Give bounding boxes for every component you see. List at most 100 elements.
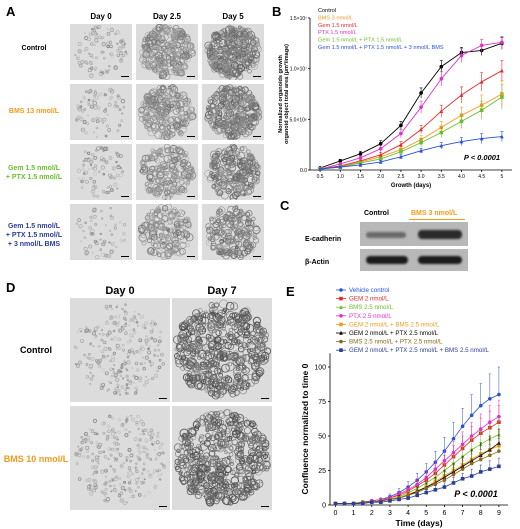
chart-e-point-7: [388, 499, 392, 503]
chart-b-ylabel-line: Normalized organoids growth: [278, 55, 284, 133]
panel-a-col-day5: Day 5: [222, 12, 244, 21]
scale-bar: [253, 255, 261, 257]
chart-e-point-7: [424, 490, 429, 495]
chart-b-point-4: [479, 108, 484, 113]
scale-bar: [159, 397, 167, 399]
chart-b-line-5: [320, 136, 502, 170]
chart-b-xtick-label: 2.5: [397, 174, 404, 180]
chart-b-xtick-label: 0.5: [317, 174, 324, 180]
micrograph-d-r2-c2: [172, 406, 272, 510]
scale-bar: [261, 397, 269, 399]
micrograph-d-r1-c2: [172, 298, 272, 402]
chart-e-point-3: [433, 467, 438, 471]
micrograph-a-r1-c2: [136, 24, 198, 80]
chart-b-point-3: [459, 53, 464, 58]
chart-b-xtick-label: 4.5: [478, 174, 485, 180]
chart-b-line-4: [320, 96, 503, 170]
scale-bar: [261, 505, 269, 507]
chart-e-point-7: [397, 497, 401, 502]
chart-e-point-6: [451, 472, 456, 477]
blot-lane-bms: BMS 3 nmol/L: [411, 210, 458, 217]
chart-b-line-0: [319, 42, 503, 169]
chart-b-point-5: [459, 139, 464, 144]
micrograph-a-r1-c3: [202, 24, 264, 80]
chart-e-point-3: [451, 450, 456, 455]
chart-e-xtick-label: 0: [333, 510, 337, 517]
panel-e-confluence-chart: 0 25 50 75 100 0 1 2 3 4 5 6 7 8 9 Time (days) Confluenc…: [300, 287, 508, 528]
chart-e-point-3: [488, 420, 492, 424]
scale-bar: [187, 255, 195, 257]
chart-e-point-7: [333, 501, 338, 506]
panel-b-growth-chart: 0.0 5.0×10⁶ 1.0×10⁷ 1.5×10⁷ 0.5 1.0 1.5 2.0 2.5 3…: [278, 8, 512, 189]
chart-e-legend-5: GEM 2 nmol/L + PTX 2.5 nmol/L: [349, 330, 439, 337]
chart-e-point-6: [497, 449, 501, 453]
chart-e-legend-marker-1: [339, 296, 343, 301]
chart-b-ylabel-line: organoid object total area (μm²/image): [283, 44, 290, 144]
micrograph-a-r2-c3: [202, 84, 264, 140]
chart-e-point-7: [415, 493, 419, 498]
chart-b-point-4: [500, 95, 504, 99]
chart-e-point-7: [442, 485, 447, 489]
chart-e-xtick-label: 3: [388, 510, 392, 517]
chart-e-ytick-label: 25: [318, 468, 326, 475]
chart-b-legend-0: Control: [318, 8, 336, 14]
chart-e-point-6: [478, 457, 483, 462]
chart-b-ylabel: Normalized organoids growth organoid obje…: [278, 44, 290, 144]
chart-b-legend-5: Gem 1.5 nmol/L + PTX 1.5 nmol/L + 3 nmol…: [318, 45, 444, 51]
chart-e-point-7: [478, 470, 483, 474]
chart-b-point-5: [338, 164, 343, 169]
chart-b-point-5: [399, 154, 403, 159]
chart-b-xtick-label: 4.0: [458, 174, 465, 180]
chart-e-point-0: [469, 413, 474, 418]
chart-e-xtick-label: 7: [461, 510, 465, 517]
chart-e-point-6: [469, 461, 474, 466]
band-ecadherin-bms: [418, 230, 462, 239]
chart-e-legend-6: BMS 2.5 nmol/L + PTX 2.5 nmol/L: [349, 339, 443, 346]
chart-e-xtick-label: 4: [406, 510, 410, 517]
chart-b-ytick-label: 0.0: [300, 168, 307, 174]
chart-b-point-0: [399, 123, 403, 128]
chart-e-point-6: [424, 486, 429, 491]
chart-b-xtick-label: 1.5: [357, 174, 364, 180]
chart-b-point-5: [358, 162, 363, 167]
chart-b-point-2: [378, 152, 383, 157]
chart-e-legend-marker-6: [339, 339, 343, 344]
chart-e-xtick-label: 8: [479, 510, 483, 517]
chart-e-legend-marker-3: [339, 314, 343, 318]
chart-e-legend-7: GEM 2 nmol/L + PTX 2.5 nmol/L + BMS 2.5 …: [349, 347, 489, 354]
chart-e-point-6: [442, 478, 447, 482]
chart-b-xtick-label: 5: [501, 174, 504, 180]
chart-e-point-3: [497, 414, 501, 419]
scale-bar: [187, 195, 195, 197]
chart-b-ytick-label: 1.5×10⁷: [290, 16, 307, 22]
chart-e-legend-4: GEM 2 nmol/L + BMS 2.5 nmol/L: [349, 321, 440, 328]
chart-e-legend-marker-0: [339, 288, 343, 292]
chart-b-legend-2: Gem 1.5 nmol/L: [318, 23, 358, 29]
chart-b-legend-1: BMS 3 nmol/L: [318, 15, 353, 21]
panel-d-label: D: [6, 280, 16, 295]
chart-e-legend-marker-2: [339, 305, 343, 309]
chart-b-legend-4: Gem 1.5 nmol/L + PTX 1.5 nmol/L: [318, 38, 403, 44]
micrograph-d-r1-c1: [70, 298, 170, 402]
panel-a-col-day0: Day 0: [90, 12, 112, 21]
blot-band-ecadherin-label: E-cadherin: [305, 236, 342, 243]
chart-b-point-5: [439, 143, 444, 148]
chart-b-point-0: [419, 91, 423, 95]
panel-a-row-gem-ptx-bms: Gem 1.5 nmol/L + PTX 1.5 nmol/L + 3 nmol…: [5, 223, 63, 248]
chart-e-legend-3: PTX 2.5 nmol/L: [349, 313, 392, 320]
scale-bar: [253, 135, 261, 137]
chart-e-xtick-label: 9: [497, 510, 501, 517]
chart-b-xlabel: Growth (days): [391, 183, 431, 189]
chart-e-point-3: [478, 427, 483, 431]
chart-e-point-3: [424, 475, 429, 480]
scale-bar: [187, 135, 195, 137]
chart-e-point-0: [451, 436, 456, 441]
scale-bar: [121, 75, 129, 77]
chart-b-point-3: [378, 146, 383, 151]
scale-bar: [121, 255, 129, 257]
chart-e-point-3: [397, 492, 401, 496]
chart-e-point-0: [497, 392, 501, 397]
chart-b-point-2: [419, 127, 423, 132]
chart-e-point-7: [369, 500, 374, 505]
chart-b-point-5: [378, 159, 383, 164]
